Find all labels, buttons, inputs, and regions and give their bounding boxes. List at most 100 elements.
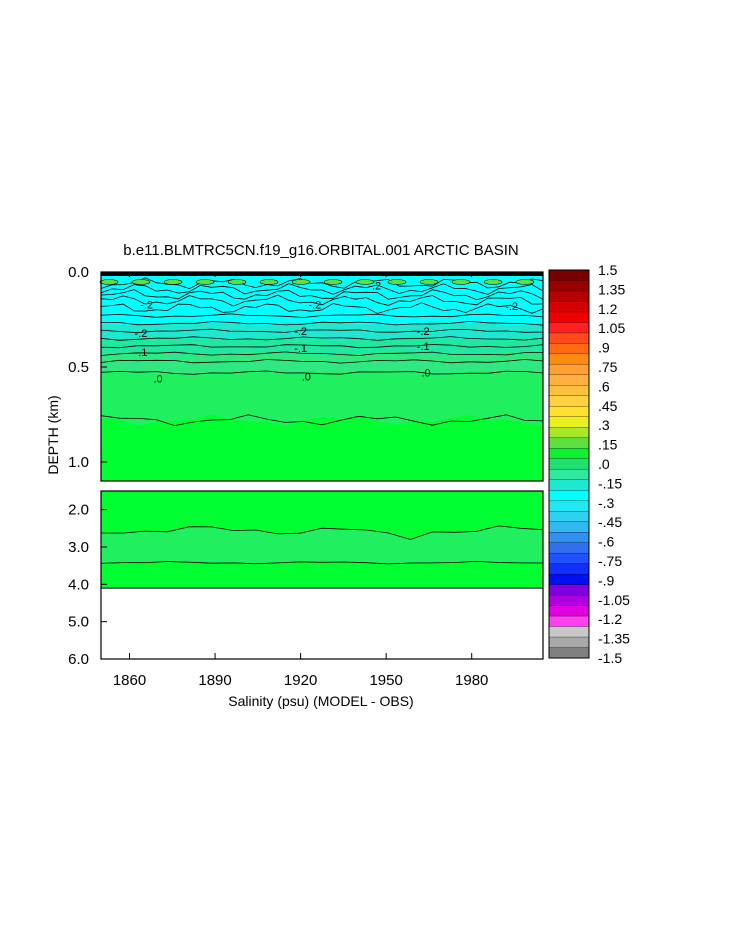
colorbar-swatch [548, 563, 590, 575]
colorbar-swatch [548, 542, 590, 554]
surface-eddy [131, 279, 151, 285]
colorbar-label: .9 [598, 340, 610, 356]
contour-line [100, 302, 544, 314]
contour-line [100, 525, 544, 540]
colorbar-label: -1.5 [598, 650, 622, 666]
colorbar-swatch [548, 343, 590, 355]
colorbar-label: -.75 [598, 553, 622, 569]
contour-line [100, 351, 544, 356]
contour-label: -.2 [294, 326, 307, 338]
y-tick-label: 3.0 [68, 539, 89, 556]
colorbar-swatch [548, 427, 590, 439]
colorbar-swatch [548, 647, 590, 659]
colorbar-label: 1.05 [598, 320, 625, 336]
x-tick-label: 1860 [113, 672, 146, 689]
upper-panel-frame [100, 271, 544, 482]
contour-label: -.2 [368, 280, 381, 292]
colorbar-swatch [548, 532, 590, 544]
deep-field-band [101, 525, 543, 564]
contour-line [100, 359, 544, 364]
x-tick-label: 1920 [284, 672, 317, 689]
y-tick-label: 1.0 [68, 454, 89, 471]
colorbar-swatch [548, 626, 590, 638]
contour-line [100, 294, 544, 307]
colorbar-swatch [548, 406, 590, 418]
y-tick-label: 0.0 [68, 264, 89, 281]
colorbar-label: .75 [598, 359, 618, 375]
surface-eddy [259, 279, 279, 285]
colorbar-swatch [548, 311, 590, 323]
contour-label: -.1 [135, 347, 148, 359]
colorbar-swatch [548, 364, 590, 376]
colorbar-swatch [548, 322, 590, 334]
x-tick-label: 1980 [455, 672, 488, 689]
colorbar: 1.5 1.35 1.2 1.05 .9 .75 .6 .45 .3 .15 .0 -.15 -.3 -.… [548, 262, 630, 666]
colorbar-swatch [548, 500, 590, 512]
contour-label: -.2 [505, 301, 518, 313]
contour-line [100, 289, 544, 301]
colorbar-label: 1.35 [598, 281, 625, 297]
colorbar-label: -.3 [598, 495, 615, 511]
colorbar-swatch [548, 490, 590, 502]
colorbar-swatch [548, 636, 590, 648]
surface-eddy [323, 279, 343, 285]
colorbar-label: -.9 [598, 572, 615, 588]
colorbar-label: .45 [598, 398, 618, 414]
y-tick-label: 0.5 [68, 359, 89, 376]
chart-title: b.e11.BLMTRC5CN.f19_g16.ORBITAL.001 ARCT… [123, 242, 518, 259]
surface-eddy [99, 279, 119, 285]
field-fill-band [101, 414, 543, 481]
contour-label: -.2 [140, 299, 153, 311]
contour-line [100, 560, 544, 565]
surface-eddy [195, 279, 215, 285]
surface-eddy [355, 279, 375, 285]
contour-line [100, 414, 544, 427]
contour-line [100, 336, 544, 341]
colorbar-frame [548, 269, 590, 659]
colorbar-swatch [548, 605, 590, 617]
colorbar-label: -.45 [598, 514, 622, 530]
colorbar-swatch [548, 374, 590, 386]
colorbar-swatch [548, 521, 590, 533]
contour-label: -.2 [417, 326, 430, 338]
colorbar-swatch [548, 573, 590, 586]
colorbar-label: .3 [598, 417, 610, 433]
surface-eddy [387, 279, 407, 285]
x-tick-label: 1890 [198, 672, 231, 689]
y-tick-label: 2.0 [68, 502, 89, 519]
surface-layer [101, 272, 543, 276]
x-axis-label: Salinity (psu) (MODEL - OBS) [228, 693, 413, 709]
surface-eddy [483, 279, 503, 285]
contour-line [100, 344, 544, 349]
lower-panel-frame [100, 490, 544, 660]
colorbar-label: .6 [598, 378, 610, 394]
colorbar-swatch [548, 594, 590, 607]
upper-panel: -.2 -.2 -.2 -.2 -.2 -.2 -.2 -.1 -.1 -.1 .0 .0 .0 0.0 0… [68, 264, 544, 482]
contour-label: -.2 [308, 299, 321, 311]
colorbar-label: 1.5 [598, 262, 618, 278]
contour-line [100, 313, 544, 318]
colorbar-label: -1.35 [598, 631, 630, 647]
colorbar-swatch [548, 290, 590, 302]
y-tick-label: 6.0 [68, 651, 89, 668]
contour-line [100, 283, 544, 295]
surface-eddy [419, 279, 439, 285]
y-axis-label: DEPTH (km) [45, 395, 61, 474]
colorbar-swatch [548, 448, 590, 460]
colorbar-label: -1.2 [598, 611, 622, 627]
colorbar-swatch [548, 353, 590, 365]
lower-panel: 2.0 3.0 4.0 5.0 6.0 [68, 490, 544, 668]
colorbar-swatch [548, 416, 590, 428]
colorbar-label: 1.2 [598, 301, 618, 317]
contour-label: .0 [421, 368, 430, 380]
colorbar-swatch [548, 511, 590, 523]
contour-label: .0 [153, 373, 162, 385]
colorbar-swatch [548, 584, 590, 596]
y-tick-label: 4.0 [68, 576, 89, 593]
colorbar-swatch [548, 552, 590, 565]
surface-eddy [451, 279, 471, 285]
contour-label: .0 [302, 372, 311, 384]
colorbar-swatch [548, 301, 590, 313]
colorbar-label: -.6 [598, 534, 615, 550]
surface-eddy [515, 279, 535, 285]
